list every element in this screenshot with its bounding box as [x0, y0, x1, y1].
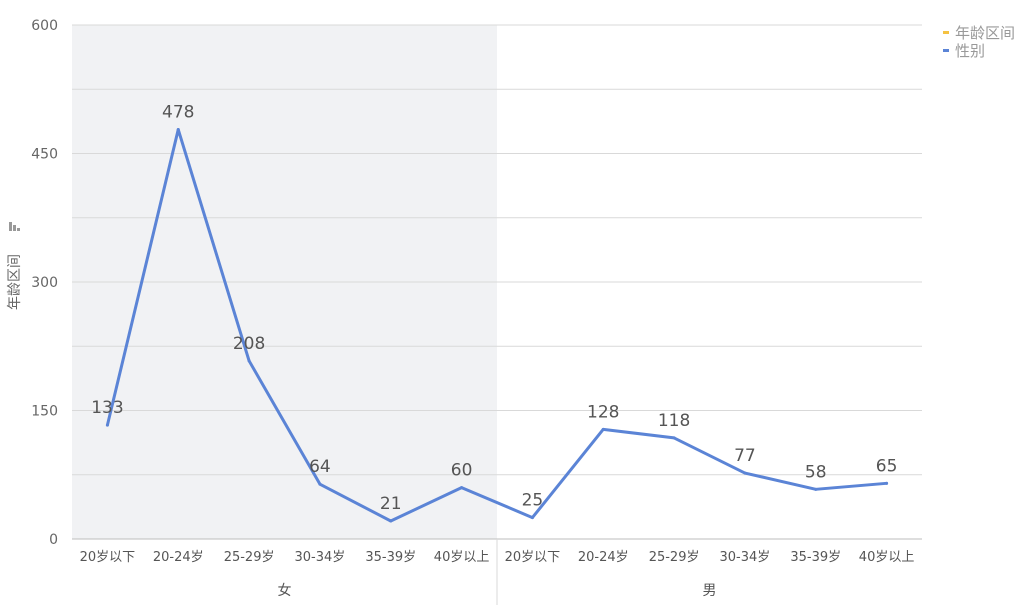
legend-swatch — [943, 31, 949, 34]
data-point — [318, 482, 322, 486]
data-point — [247, 359, 251, 363]
y-tick-label: 150 — [31, 404, 58, 420]
data-point — [105, 423, 109, 427]
y-axis-title: 年龄区间 — [7, 254, 23, 310]
data-label: 77 — [734, 446, 756, 466]
data-label: 64 — [309, 457, 331, 477]
x-tick-label: 40岁以上 — [434, 550, 490, 565]
data-label: 133 — [91, 398, 123, 418]
y-tick-label: 600 — [31, 18, 58, 34]
sort-icon-bar — [17, 228, 20, 231]
data-label: 128 — [587, 402, 619, 422]
data-label: 65 — [876, 456, 898, 476]
x-tick-label: 20-24岁 — [153, 550, 204, 565]
data-point — [885, 481, 889, 485]
data-point — [743, 471, 747, 475]
data-label: 25 — [522, 491, 544, 511]
data-point — [672, 436, 676, 440]
x-tick-label: 25-29岁 — [224, 550, 275, 565]
x-tick-label: 20岁以下 — [505, 550, 561, 565]
data-label: 208 — [233, 334, 265, 354]
data-point — [530, 516, 534, 520]
y-tick-label: 0 — [49, 532, 58, 548]
data-label: 478 — [162, 103, 194, 123]
x-tick-label: 40岁以上 — [859, 550, 915, 565]
legend-swatch — [943, 49, 949, 52]
x-tick-label: 35-39岁 — [365, 550, 416, 565]
data-point — [460, 486, 464, 490]
y-tick-label: 450 — [31, 147, 58, 163]
data-point — [601, 427, 605, 431]
series-line-0 — [105, 128, 889, 523]
data-point — [389, 519, 393, 523]
data-label: 58 — [805, 462, 827, 482]
group-label: 女 — [278, 582, 292, 599]
x-tick-label: 20-24岁 — [578, 550, 629, 565]
legend-label: 年龄区间 — [955, 24, 1015, 42]
x-tick-label: 30-34岁 — [720, 550, 771, 565]
data-point — [814, 487, 818, 491]
legend-label: 性别 — [955, 42, 985, 60]
data-label: 118 — [658, 411, 690, 431]
sort-icon — [9, 222, 12, 231]
x-tick-label: 30-34岁 — [295, 550, 346, 565]
data-label: 21 — [380, 494, 402, 514]
y-tick-label: 300 — [31, 275, 58, 291]
sort-icon-bar — [13, 225, 16, 231]
x-tick-label: 35-39岁 — [790, 550, 841, 565]
group-label: 男 — [703, 583, 717, 599]
x-tick-label: 20岁以下 — [80, 550, 136, 565]
data-point — [176, 128, 180, 132]
data-label: 60 — [451, 461, 473, 481]
x-tick-label: 25-29岁 — [649, 550, 700, 565]
